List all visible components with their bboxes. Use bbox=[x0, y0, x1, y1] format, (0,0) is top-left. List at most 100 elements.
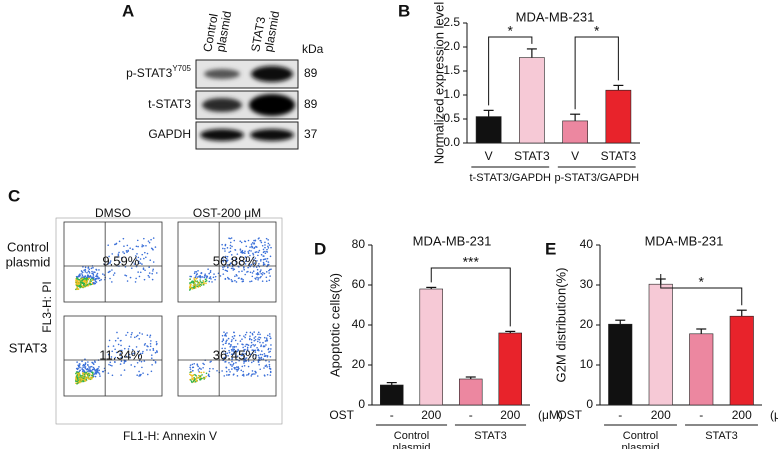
dot bbox=[88, 268, 91, 271]
dot bbox=[93, 276, 95, 279]
dot bbox=[193, 278, 196, 281]
dot bbox=[146, 349, 148, 351]
dot bbox=[235, 273, 238, 276]
dot bbox=[96, 274, 98, 276]
y-tick-label: 80 bbox=[352, 237, 366, 251]
dot bbox=[254, 338, 257, 341]
dot bbox=[257, 361, 260, 363]
dot bbox=[137, 256, 140, 259]
x-tick-label: STAT3 bbox=[601, 149, 637, 163]
dot bbox=[269, 255, 272, 258]
band bbox=[251, 66, 293, 82]
dot bbox=[95, 368, 98, 371]
dot bbox=[92, 366, 95, 369]
dot bbox=[239, 240, 242, 243]
dot bbox=[84, 266, 87, 269]
dot bbox=[98, 366, 100, 368]
bar bbox=[419, 288, 444, 406]
dot bbox=[76, 382, 78, 385]
dot bbox=[222, 273, 225, 275]
row-label: plasmid bbox=[6, 254, 51, 269]
dot bbox=[232, 267, 234, 270]
dot bbox=[243, 335, 245, 337]
dot bbox=[229, 247, 232, 250]
x-prefix: OST bbox=[557, 408, 582, 422]
dot bbox=[231, 350, 233, 352]
dot bbox=[196, 377, 198, 380]
dot bbox=[231, 280, 233, 283]
dot bbox=[129, 356, 132, 359]
dot bbox=[88, 282, 91, 284]
dot bbox=[268, 244, 271, 246]
dot bbox=[270, 348, 272, 350]
dot bbox=[232, 348, 234, 350]
chart-title: MDA-MB-231 bbox=[645, 233, 724, 248]
dot bbox=[203, 371, 205, 374]
chart-title: MDA-MB-231 bbox=[516, 9, 595, 24]
dot bbox=[138, 275, 141, 278]
bar bbox=[562, 120, 588, 144]
dot bbox=[88, 270, 90, 273]
dot bbox=[257, 251, 260, 254]
dot bbox=[120, 344, 122, 347]
dot bbox=[230, 267, 233, 270]
dot bbox=[257, 354, 260, 357]
dot bbox=[255, 246, 258, 248]
dot bbox=[241, 270, 243, 273]
dot bbox=[141, 253, 144, 256]
dot bbox=[231, 335, 234, 338]
dot bbox=[108, 363, 110, 366]
dot bbox=[213, 273, 215, 275]
dot bbox=[141, 263, 143, 265]
dot bbox=[222, 268, 224, 271]
dot bbox=[242, 267, 245, 269]
dot bbox=[92, 375, 95, 378]
dot bbox=[202, 282, 205, 285]
dot bbox=[214, 278, 216, 281]
dot bbox=[189, 284, 192, 287]
dot bbox=[249, 254, 251, 257]
dot bbox=[114, 361, 116, 363]
dot bbox=[119, 349, 121, 352]
dot bbox=[241, 251, 243, 254]
dot bbox=[266, 355, 269, 358]
y-tick-label: 20 bbox=[580, 317, 594, 331]
dot bbox=[227, 337, 230, 340]
dot bbox=[242, 280, 245, 283]
dot bbox=[75, 279, 77, 281]
dot bbox=[87, 370, 89, 373]
x-unit: (μM) bbox=[538, 408, 563, 422]
dot bbox=[252, 270, 255, 273]
dot bbox=[131, 348, 134, 351]
group-label: plasmid bbox=[622, 442, 660, 449]
dot bbox=[247, 365, 250, 368]
dot bbox=[76, 287, 79, 289]
dot bbox=[229, 263, 231, 266]
bar bbox=[648, 283, 673, 406]
dot bbox=[83, 370, 86, 373]
dot bbox=[77, 285, 79, 288]
dot bbox=[88, 277, 91, 280]
dot bbox=[146, 345, 148, 347]
dot bbox=[197, 283, 199, 286]
dot bbox=[203, 276, 206, 279]
dot bbox=[85, 368, 88, 371]
significance-label: *** bbox=[463, 254, 480, 270]
dot bbox=[190, 374, 192, 376]
dot bbox=[148, 276, 151, 278]
dot bbox=[223, 375, 226, 377]
dot bbox=[135, 335, 138, 338]
dot bbox=[268, 279, 271, 282]
dot bbox=[234, 258, 237, 260]
dot bbox=[198, 371, 201, 374]
dot bbox=[94, 375, 97, 378]
dot bbox=[133, 352, 135, 355]
dot bbox=[89, 281, 92, 284]
bar bbox=[729, 315, 754, 406]
band bbox=[249, 94, 295, 116]
dot bbox=[207, 374, 210, 377]
group-label: STAT3 bbox=[474, 430, 507, 442]
dot bbox=[83, 269, 85, 272]
group-label: p-STAT3/GAPDH bbox=[554, 172, 639, 184]
dot bbox=[242, 346, 244, 349]
